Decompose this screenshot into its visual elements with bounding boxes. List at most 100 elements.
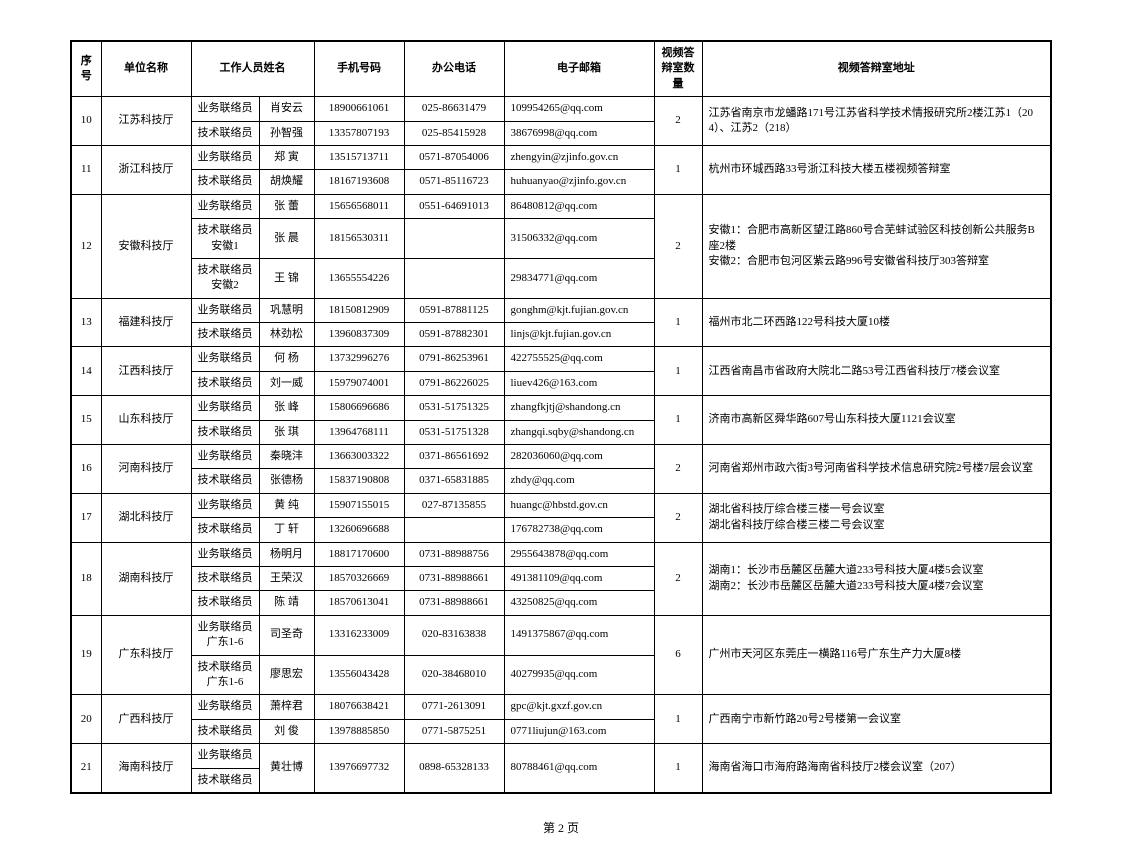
table-row: 15山东科技厅业务联络员张 峰158066966860531-51751325z…	[71, 396, 1051, 420]
cell-unit: 广东科技厅	[101, 615, 191, 695]
cell-mobile: 15656568011	[314, 194, 404, 218]
cell-role: 技术联络员	[191, 420, 259, 444]
cell-name: 杨明月	[259, 542, 314, 566]
cell-name: 张 琪	[259, 420, 314, 444]
table-header: 序号 单位名称 工作人员姓名 手机号码 办公电话 电子邮箱 视频答辩室数量 视频…	[71, 41, 1051, 97]
cell-tel: 0731-88988661	[404, 591, 504, 615]
table-row: 21海南科技厅业务联络员黄壮博139766977320898-653281338…	[71, 744, 1051, 768]
cell-name: 黄壮博	[259, 744, 314, 793]
cell-tel: 0771-5875251	[404, 719, 504, 743]
cell-tel: 025-85415928	[404, 121, 504, 145]
cell-email: 31506332@qq.com	[504, 219, 654, 259]
cell-role: 技术联络员	[191, 719, 259, 743]
cell-tel: 0731-88988661	[404, 566, 504, 590]
cell-role: 技术联络员	[191, 469, 259, 493]
cell-roomcount: 2	[654, 97, 702, 146]
cell-email: 2955643878@qq.com	[504, 542, 654, 566]
table-row: 18湖南科技厅业务联络员杨明月188171706000731-889887562…	[71, 542, 1051, 566]
cell-name: 王荣汉	[259, 566, 314, 590]
cell-name: 萧梓君	[259, 695, 314, 719]
cell-name: 张德杨	[259, 469, 314, 493]
table-row: 14江西科技厅业务联络员何 杨137329962760791-862539614…	[71, 347, 1051, 371]
cell-seq: 21	[71, 744, 101, 793]
cell-mobile: 13556043428	[314, 655, 404, 695]
cell-email: 282036060@qq.com	[504, 445, 654, 469]
cell-addr: 福州市北二环西路122号科技大厦10楼	[702, 298, 1051, 347]
cell-mobile: 18156530311	[314, 219, 404, 259]
cell-tel: 020-83163838	[404, 615, 504, 655]
h-tel: 办公电话	[404, 41, 504, 97]
cell-mobile: 18900661061	[314, 97, 404, 121]
cell-role: 技术联络员	[191, 518, 259, 542]
h-mobile: 手机号码	[314, 41, 404, 97]
cell-addr: 杭州市环城西路33号浙江科技大楼五楼视频答辩室	[702, 145, 1051, 194]
cell-name: 司圣奇	[259, 615, 314, 655]
cell-email: linjs@kjt.fujian.gov.cn	[504, 323, 654, 347]
cell-role: 业务联络员	[191, 695, 259, 719]
cell-seq: 10	[71, 97, 101, 146]
cell-name: 张 峰	[259, 396, 314, 420]
cell-email: 176782738@qq.com	[504, 518, 654, 542]
table-row: 16河南科技厅业务联络员秦晓沣136630033220371-865616922…	[71, 445, 1051, 469]
cell-email: 38676998@qq.com	[504, 121, 654, 145]
cell-roomcount: 1	[654, 145, 702, 194]
cell-email: 422755525@qq.com	[504, 347, 654, 371]
cell-addr: 济南市高新区舜华路607号山东科技大厦1121会议室	[702, 396, 1051, 445]
cell-seq: 12	[71, 194, 101, 298]
cell-mobile: 13316233009	[314, 615, 404, 655]
table-row: 12安徽科技厅业务联络员张 蕾156565680110551-646910138…	[71, 194, 1051, 218]
cell-email: 491381109@qq.com	[504, 566, 654, 590]
contact-table: 序号 单位名称 工作人员姓名 手机号码 办公电话 电子邮箱 视频答辩室数量 视频…	[70, 40, 1052, 794]
cell-name: 孙智强	[259, 121, 314, 145]
cell-mobile: 15907155015	[314, 493, 404, 517]
cell-role: 技术联络员	[191, 371, 259, 395]
cell-tel: 0371-86561692	[404, 445, 504, 469]
cell-email: zhangfkjtj@shandong.cn	[504, 396, 654, 420]
cell-mobile: 13978885850	[314, 719, 404, 743]
cell-roomcount: 2	[654, 542, 702, 615]
cell-email: gonghm@kjt.fujian.gov.cn	[504, 298, 654, 322]
cell-unit: 海南科技厅	[101, 744, 191, 793]
cell-name: 刘 俊	[259, 719, 314, 743]
cell-name: 巩慧明	[259, 298, 314, 322]
cell-name: 陈 靖	[259, 591, 314, 615]
cell-mobile: 13357807193	[314, 121, 404, 145]
cell-roomcount: 1	[654, 298, 702, 347]
cell-mobile: 13260696688	[314, 518, 404, 542]
cell-seq: 17	[71, 493, 101, 542]
cell-name: 秦晓沣	[259, 445, 314, 469]
cell-email: gpc@kjt.gxzf.gov.cn	[504, 695, 654, 719]
cell-role: 业务联络员	[191, 145, 259, 169]
cell-addr: 海南省海口市海府路海南省科技厅2楼会议室（207）	[702, 744, 1051, 793]
h-seq: 序号	[71, 41, 101, 97]
cell-email: 109954265@qq.com	[504, 97, 654, 121]
cell-tel	[404, 258, 504, 298]
cell-unit: 浙江科技厅	[101, 145, 191, 194]
cell-role: 技术联络员	[191, 591, 259, 615]
cell-unit: 河南科技厅	[101, 445, 191, 494]
cell-email: 40279935@qq.com	[504, 655, 654, 695]
cell-email: 29834771@qq.com	[504, 258, 654, 298]
cell-addr: 广西南宁市新竹路20号2号楼第一会议室	[702, 695, 1051, 744]
cell-role: 业务联络员	[191, 493, 259, 517]
cell-name: 胡焕耀	[259, 170, 314, 194]
cell-email: zhdy@qq.com	[504, 469, 654, 493]
cell-tel: 0531-51751325	[404, 396, 504, 420]
cell-name: 丁 轩	[259, 518, 314, 542]
table-row: 11浙江科技厅业务联络员郑 寅135157137110571-87054006z…	[71, 145, 1051, 169]
cell-seq: 19	[71, 615, 101, 695]
cell-role: 业务联络员广东1-6	[191, 615, 259, 655]
cell-mobile: 13960837309	[314, 323, 404, 347]
cell-role: 技术联络员	[191, 121, 259, 145]
h-unit: 单位名称	[101, 41, 191, 97]
table-body: 10江苏科技厅业务联络员肖安云18900661061025-8663147910…	[71, 97, 1051, 793]
cell-role: 业务联络员	[191, 396, 259, 420]
table-row: 19广东科技厅业务联络员广东1-6司圣奇13316233009020-83163…	[71, 615, 1051, 655]
table-row: 13福建科技厅业务联络员巩慧明181508129090591-87881125g…	[71, 298, 1051, 322]
cell-seq: 13	[71, 298, 101, 347]
cell-name: 郑 寅	[259, 145, 314, 169]
cell-roomcount: 2	[654, 194, 702, 298]
cell-name: 林劲松	[259, 323, 314, 347]
cell-seq: 20	[71, 695, 101, 744]
cell-mobile: 15979074001	[314, 371, 404, 395]
